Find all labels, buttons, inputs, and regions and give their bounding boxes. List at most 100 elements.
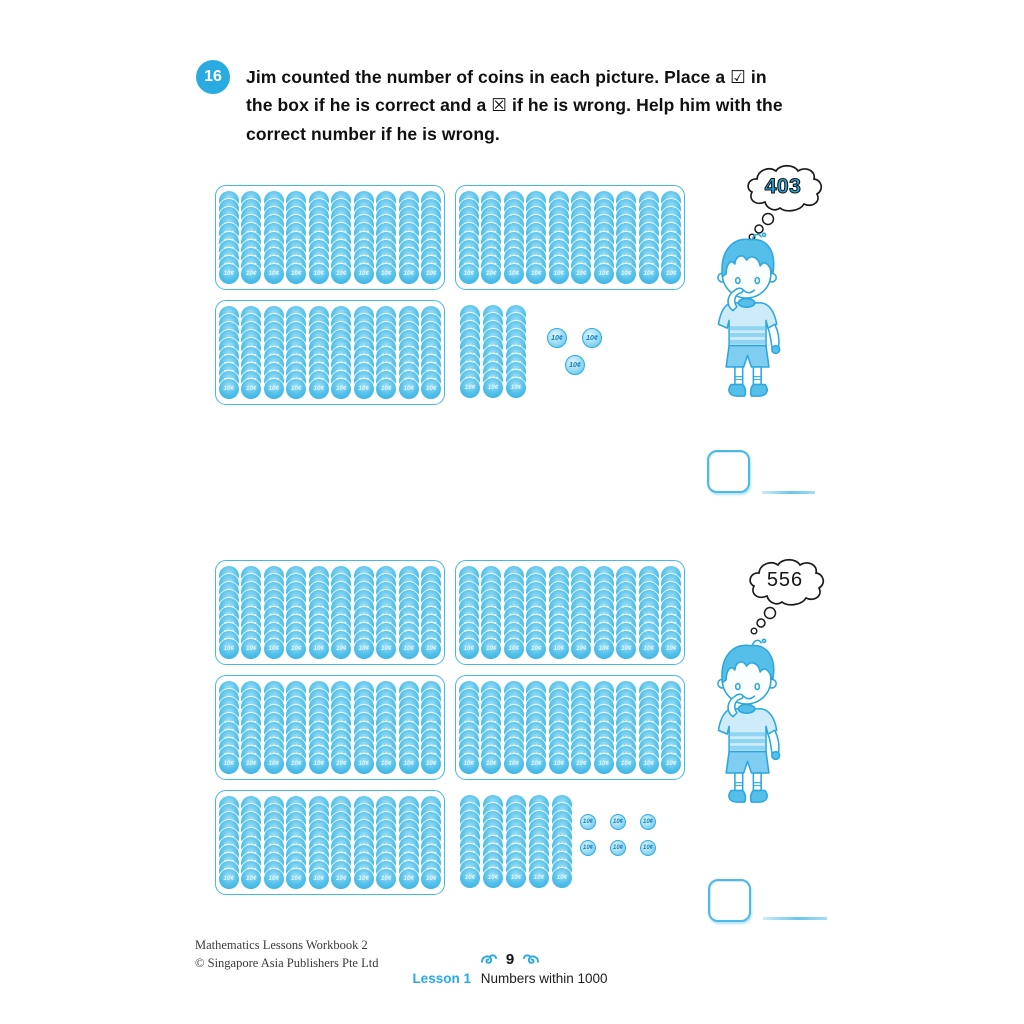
coin: 10¢ <box>353 378 374 399</box>
coin-label: 10¢ <box>245 875 257 883</box>
coin-label: 10¢ <box>598 270 610 278</box>
coin-label: 10¢ <box>403 760 415 768</box>
coin-stack: 10¢10¢10¢10¢10¢10¢10¢10¢10¢10¢ <box>263 566 284 659</box>
footer-publisher: © Singapore Asia Publishers Pte Ltd <box>195 956 379 970</box>
coin-label: 10¢ <box>380 270 392 278</box>
coin-label: 10¢ <box>553 270 565 278</box>
coin-label: 10¢ <box>290 760 302 768</box>
coin-label: 10¢ <box>665 760 677 768</box>
coin: 10¢ <box>481 263 502 284</box>
coin-stack: 10¢10¢10¢10¢10¢10¢10¢10¢10¢10¢ <box>263 191 284 284</box>
coin-label: 10¢ <box>575 760 587 768</box>
coin-label: 10¢ <box>403 385 415 393</box>
answer-checkbox-2[interactable] <box>708 879 751 922</box>
answer-checkbox-1[interactable] <box>707 450 750 493</box>
coin-stack: 10¢10¢10¢10¢10¢10¢10¢10¢10¢10¢ <box>353 681 374 774</box>
coin-label: 10¢ <box>620 270 632 278</box>
coin-label: 10¢ <box>487 384 499 392</box>
thought-cloud-icon <box>747 164 823 241</box>
coin-stack: 10¢10¢10¢10¢10¢10¢10¢10¢10¢10¢ <box>263 796 284 889</box>
coin: 10¢ <box>638 263 659 284</box>
coin-stack: 10¢10¢10¢10¢10¢10¢10¢10¢10¢10¢ <box>241 191 262 284</box>
coin: 10¢ <box>661 638 682 659</box>
coin: 10¢ <box>218 638 239 659</box>
coin-label: 10¢ <box>582 819 593 825</box>
coin: 10¢ <box>376 638 397 659</box>
thought-bubble-2: 556 <box>740 556 830 636</box>
coin: 10¢ <box>398 638 419 659</box>
coin: 10¢ <box>481 753 502 774</box>
coin-stack: 10¢10¢10¢10¢10¢10¢10¢10¢10¢10¢ <box>331 191 352 284</box>
coin: 10¢ <box>640 814 656 830</box>
thought-bubble-1: 403 <box>738 162 828 242</box>
coin: 10¢ <box>331 378 352 399</box>
coin-stack: 10¢10¢10¢10¢10¢10¢10¢10¢10¢10¢ <box>398 681 419 774</box>
coin: 10¢ <box>376 263 397 284</box>
coin-stack: 10¢10¢10¢10¢10¢10¢10¢10¢10¢10¢ <box>638 566 659 659</box>
coin-stack: 10¢10¢10¢10¢10¢10¢10¢10¢10¢10¢ <box>353 566 374 659</box>
coin: 10¢ <box>638 753 659 774</box>
coin-label: 10¢ <box>643 760 655 768</box>
coin-label: 10¢ <box>245 760 257 768</box>
coin-label: 10¢ <box>290 645 302 653</box>
loose-coins: 10¢ 10¢ 10¢ <box>545 325 603 377</box>
coin: 10¢ <box>548 263 569 284</box>
coin: 10¢ <box>353 753 374 774</box>
coin-stack: 10¢10¢10¢10¢10¢10¢10¢10¢10¢10¢ <box>526 566 547 659</box>
coin-label: 10¢ <box>642 819 653 825</box>
coin: 10¢ <box>353 638 374 659</box>
coin-stack: 10¢10¢10¢10¢10¢10¢10¢10¢10¢10¢ <box>286 796 307 889</box>
answer-blank-line-1[interactable] <box>762 491 815 494</box>
thought-number: 403 <box>764 174 802 198</box>
coin-label: 10¢ <box>612 819 623 825</box>
coin-label: 10¢ <box>510 874 522 882</box>
coin-stack: 10¢10¢10¢10¢10¢10¢10¢10¢10¢10¢ <box>421 566 442 659</box>
coin: 10¢ <box>308 263 329 284</box>
coin: 10¢ <box>593 638 614 659</box>
coin: 10¢ <box>398 868 419 889</box>
coin-stack: 10¢10¢10¢10¢10¢10¢10¢10¢10¢10¢ <box>398 796 419 889</box>
coin-stack: 10¢10¢10¢10¢10¢10¢10¢10¢10¢10¢ <box>638 191 659 284</box>
coin-label: 10¢ <box>553 645 565 653</box>
coin-stack: 10¢10¢10¢10¢10¢10¢10¢10¢10¢10¢ <box>286 566 307 659</box>
coin-label: 10¢ <box>569 361 581 369</box>
coin-stack: 10¢10¢10¢10¢10¢10¢10¢10¢10¢10¢ <box>526 191 547 284</box>
coin-label: 10¢ <box>223 760 235 768</box>
coin: 10¢ <box>331 753 352 774</box>
coin-label: 10¢ <box>313 645 325 653</box>
coin-label: 10¢ <box>223 875 235 883</box>
coin-label: 10¢ <box>463 270 475 278</box>
coin: 10¢ <box>458 753 479 774</box>
coin-stack: 10¢10¢10¢10¢10¢10¢10¢10¢10¢10¢ <box>481 681 502 774</box>
coin-stack: 10¢10¢10¢10¢10¢10¢10¢10¢10¢10¢ <box>458 681 479 774</box>
coin-stack: 10¢10¢10¢10¢10¢10¢10¢10¢10¢10¢ <box>458 566 479 659</box>
footer-book-title: Mathematics Lessons Workbook 2 <box>195 938 368 952</box>
coin-stack: 10¢10¢10¢10¢10¢10¢10¢10¢10¢10¢ <box>376 681 397 774</box>
coin-box-of-100: 10¢10¢10¢10¢10¢10¢10¢10¢10¢10¢10¢10¢10¢1… <box>455 185 685 290</box>
coin-stack: 10¢10¢10¢10¢10¢10¢10¢10¢10¢10¢ <box>483 305 503 398</box>
coin-label: 10¢ <box>643 270 655 278</box>
coin-label: 10¢ <box>313 875 325 883</box>
coin-stack: 10¢10¢10¢10¢10¢10¢10¢10¢10¢10¢ <box>661 191 682 284</box>
coin-stack: 10¢10¢10¢10¢10¢10¢10¢10¢10¢10¢ <box>548 566 569 659</box>
coin-label: 10¢ <box>485 270 497 278</box>
coin-row: 10¢ 10¢ 10¢ 10¢ 10¢ 10¢ 10¢ 10¢ 10¢ 10¢ 10¢ 10¢ 10¢ 1… <box>215 675 685 780</box>
question-text-line: Jim counted the number of coins in each … <box>246 67 767 87</box>
answer-blank-line-2[interactable] <box>763 917 827 920</box>
coin: 10¢ <box>460 377 480 398</box>
coin-label: 10¢ <box>575 270 587 278</box>
coin: 10¢ <box>308 378 329 399</box>
coin: 10¢ <box>308 868 329 889</box>
coin: 10¢ <box>580 814 596 830</box>
coin: 10¢ <box>529 867 549 888</box>
coin-stack: 10¢10¢10¢10¢10¢10¢10¢10¢10¢10¢ <box>481 566 502 659</box>
coin-label: 10¢ <box>290 270 302 278</box>
coin-box-of-100: 10¢10¢10¢10¢10¢10¢10¢10¢10¢10¢10¢10¢10¢1… <box>215 675 445 780</box>
coin: 10¢ <box>398 753 419 774</box>
coin-stack: 10¢10¢10¢10¢10¢10¢10¢10¢10¢10¢ <box>376 191 397 284</box>
coin-label: 10¢ <box>335 760 347 768</box>
coin-label: 10¢ <box>223 270 235 278</box>
coin-label: 10¢ <box>268 875 280 883</box>
coin: 10¢ <box>376 378 397 399</box>
